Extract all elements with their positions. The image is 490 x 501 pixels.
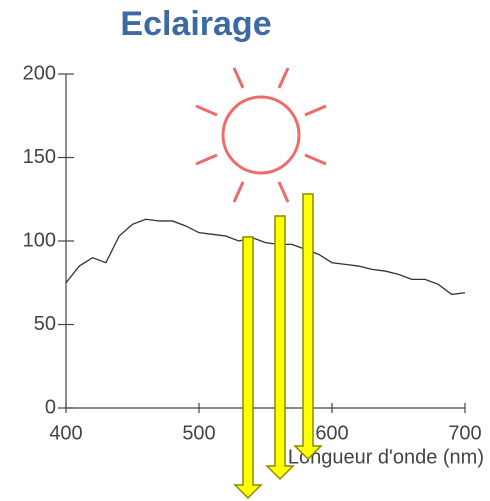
y-tick-label: 150 (23, 146, 56, 168)
x-tick-label: 700 (448, 422, 481, 444)
sun-ray (304, 153, 327, 166)
sun-ray (195, 104, 218, 117)
sun (195, 67, 327, 203)
y-tick-label: 0 (45, 396, 56, 418)
x-axis-label: Longueur d'onde (nm) (288, 446, 484, 468)
light-arrows (233, 193, 323, 500)
x-tick-label: 500 (182, 422, 215, 444)
sun-ray (195, 153, 218, 166)
sun-ray (232, 181, 245, 203)
x-tick-label: 400 (49, 422, 82, 444)
sun-ray (232, 67, 245, 89)
sun-disc (221, 95, 301, 175)
chart-title: Eclairage (120, 5, 271, 43)
x-tick-label: 600 (315, 422, 348, 444)
spectrum-line (65, 218, 466, 296)
arrow (293, 193, 323, 461)
sun-ray (277, 181, 290, 203)
y-tick-label: 200 (23, 62, 56, 84)
y-tick-label: 100 (23, 229, 56, 251)
arrow (265, 215, 295, 481)
y-tick-label: 50 (34, 313, 56, 335)
sun-ray (304, 104, 327, 117)
arrow (233, 236, 263, 500)
sun-ray (277, 67, 290, 89)
